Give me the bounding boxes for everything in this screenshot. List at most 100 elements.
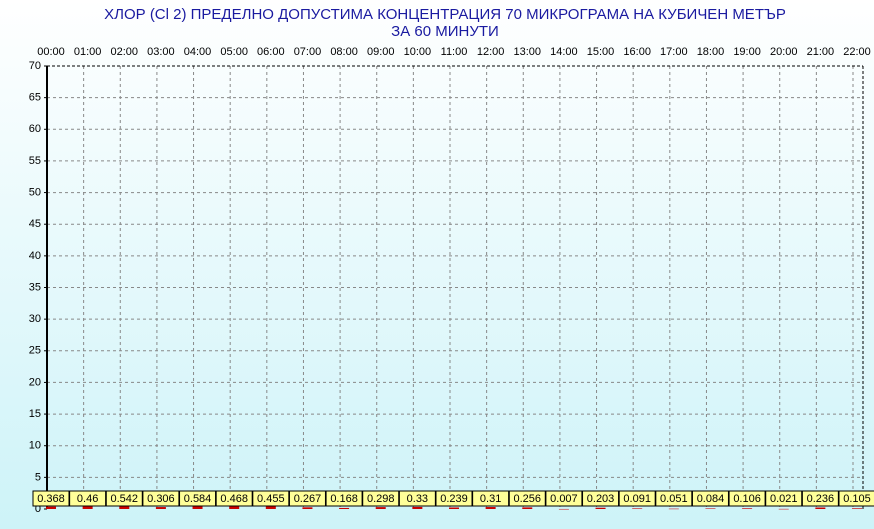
x-tick-label: 08:00	[330, 46, 358, 58]
x-tick-label: 21:00	[807, 46, 835, 58]
y-tick-label: 0	[35, 503, 41, 515]
data-label-box	[435, 490, 473, 507]
y-tick-label: 15	[29, 408, 41, 420]
x-tick-label: 07:00	[294, 46, 322, 58]
x-tick-label: 02:00	[111, 46, 139, 58]
data-label-box	[179, 490, 217, 507]
x-tick-label: 04:00	[184, 46, 212, 58]
data-label-box	[288, 490, 326, 507]
data-label: 0.368	[37, 493, 65, 505]
bar	[119, 505, 130, 509]
data-label: 0.31	[480, 493, 501, 505]
y-tick-label: 25	[29, 345, 41, 357]
x-tick-label: 09:00	[367, 46, 395, 58]
bar	[705, 508, 716, 509]
bar	[632, 508, 643, 509]
x-tick-label: 13:00	[514, 46, 542, 58]
y-tick-label: 10	[29, 440, 41, 452]
y-tick-label: 5	[35, 471, 41, 483]
data-label-box	[69, 490, 107, 507]
x-tick-label: 18:00	[697, 46, 725, 58]
bar	[46, 506, 56, 509]
y-tick-label: 65	[29, 92, 41, 104]
data-label: 0.105	[843, 493, 871, 505]
data-label-box	[362, 490, 400, 507]
bar	[522, 507, 533, 509]
bar	[668, 508, 679, 510]
y-tick-label: 20	[29, 376, 41, 388]
y-tick-label: 50	[29, 186, 41, 198]
bar	[302, 507, 313, 509]
bar	[375, 507, 386, 509]
data-label: 0.007	[550, 493, 578, 505]
y-tick-label: 45	[29, 218, 41, 230]
bar	[852, 508, 862, 509]
x-tick-label: 06:00	[257, 46, 285, 58]
data-label-box	[142, 490, 180, 507]
data-label-box	[545, 490, 583, 507]
y-tick-label: 55	[29, 155, 41, 167]
data-label-box	[691, 490, 729, 507]
bar	[229, 506, 240, 509]
y-tick-label: 35	[29, 281, 41, 293]
bar	[558, 508, 569, 510]
data-label-box	[252, 490, 290, 507]
x-tick-label: 22:00	[843, 46, 871, 58]
bar	[485, 507, 496, 509]
data-label-box	[801, 490, 839, 507]
x-tick-label: 15:00	[587, 46, 615, 58]
data-label-box	[655, 490, 693, 507]
data-label-box	[325, 490, 363, 507]
y-tick-label: 30	[29, 313, 41, 325]
x-tick-label: 16:00	[623, 46, 651, 58]
data-label: 0.168	[330, 493, 358, 505]
data-label: 0.455	[257, 493, 285, 505]
y-tick-label: 40	[29, 250, 41, 262]
data-label-box	[508, 490, 546, 507]
data-label-box	[472, 490, 510, 507]
x-tick-label: 00:00	[37, 46, 65, 58]
data-label: 0.203	[587, 493, 615, 505]
data-label-box	[582, 490, 620, 507]
data-label-box	[728, 490, 766, 507]
bar	[339, 507, 350, 509]
x-tick-label: 19:00	[733, 46, 761, 58]
bar	[412, 506, 423, 509]
bar	[155, 507, 166, 509]
data-label: 0.084	[697, 493, 725, 505]
data-label: 0.584	[184, 493, 212, 505]
data-label: 0.267	[294, 493, 322, 505]
data-label-box	[765, 490, 803, 507]
data-label-box	[618, 490, 656, 507]
x-tick-label: 11:00	[441, 46, 468, 58]
data-label-box	[215, 490, 253, 507]
data-label: 0.306	[147, 493, 175, 505]
x-tick-label: 20:00	[770, 46, 798, 58]
x-tick-label: 10:00	[404, 46, 432, 58]
bar	[265, 506, 276, 509]
data-label: 0.46	[77, 493, 98, 505]
x-tick-label: 17:00	[660, 46, 688, 58]
data-label-box	[32, 490, 70, 507]
data-label: 0.542	[111, 493, 139, 505]
x-tick-label: 12:00	[477, 46, 505, 58]
chart-title: ХЛОР (Cl 2) ПРЕДЕЛНО ДОПУСТИМА КОНЦЕНТРА…	[104, 6, 786, 23]
data-label: 0.051	[660, 493, 688, 505]
data-label-box	[398, 490, 436, 507]
data-label: 0.468	[220, 493, 248, 505]
bar	[778, 508, 789, 510]
x-tick-label: 05:00	[220, 46, 248, 58]
x-tick-label: 03:00	[147, 46, 175, 58]
data-label: 0.236	[807, 493, 835, 505]
data-label-box	[838, 490, 874, 507]
data-label: 0.33	[407, 493, 428, 505]
data-label-box	[105, 490, 143, 507]
bar	[595, 507, 606, 509]
data-label: 0.298	[367, 493, 395, 505]
chart-subtitle: ЗА 60 МИНУТИ	[391, 23, 499, 40]
data-label: 0.021	[770, 493, 798, 505]
bar	[742, 508, 753, 509]
y-tick-label: 60	[29, 123, 41, 135]
